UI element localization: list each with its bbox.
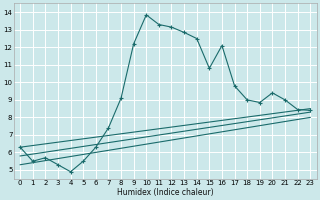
X-axis label: Humidex (Indice chaleur): Humidex (Indice chaleur) — [117, 188, 213, 197]
